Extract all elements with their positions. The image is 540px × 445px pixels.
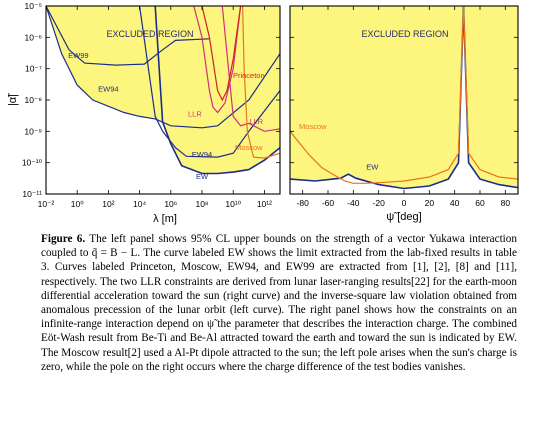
y-tick-label: 10⁻⁷ — [25, 64, 42, 74]
caption-line: the sun's charge is zero, while the pole… — [41, 346, 517, 373]
figure-label: Figure 6. — [41, 233, 86, 245]
series-line-ew94 — [46, 6, 280, 129]
series-label-llr: LLR — [188, 109, 202, 118]
left-excluded-region-label: EXCLUDED REGION — [106, 29, 193, 39]
series-label-ew: EW — [196, 172, 209, 181]
caption-line: violation obtained from anomalous preces… — [41, 289, 517, 317]
y-tick-label: 10⁻⁸ — [24, 95, 42, 105]
series-label-ew94: EW94 — [98, 84, 118, 93]
caption-line: Yukawa interaction coupled to q̃ = B − L… — [41, 233, 517, 260]
x-tick-label: 10¹² — [257, 199, 272, 209]
right-panel: -80 -60 -40 -20 0 20 40 60 80 EW Moscow EXCLUDED … — [289, 5, 519, 223]
right-series-group — [290, 6, 518, 190]
y-tick-label: 10⁻⁶ — [25, 32, 42, 42]
series-line-ew — [154, 6, 280, 175]
caption-line: parameter that describes the interaction… — [41, 318, 518, 345]
y-tick-label: 10⁻⁵ — [25, 1, 42, 11]
series-line-llr — [193, 6, 242, 114]
y-tick-label: 10⁻⁹ — [24, 126, 42, 136]
x-tick-label: 60 — [475, 198, 485, 208]
series-line-moscow — [290, 6, 518, 184]
caption-line: The left panel shows 95% CL upper bounds… — [89, 233, 425, 245]
series-label-ew99: EW99 — [68, 51, 88, 60]
series-line-ew99 — [46, 6, 210, 66]
x-tick-label: 10¹⁰ — [225, 199, 241, 209]
figure-caption: Figure 6. The left panel shows 95% CL up… — [41, 232, 517, 374]
series-label-moscow: Moscow — [235, 143, 263, 152]
x-tick-label: -60 — [322, 198, 335, 208]
series-line-llr — [221, 6, 280, 132]
x-tick-label: 10⁴ — [133, 199, 146, 209]
caption-line: EW94, and EW99 are extracted from [1], [… — [41, 261, 517, 288]
series-line-moscow — [242, 6, 280, 159]
left-y-axis-label: |α̃| — [7, 93, 19, 106]
x-tick-label: -80 — [297, 198, 310, 208]
x-tick-label: 10⁻² — [38, 199, 55, 209]
caption-line: extracted from the lab-fixed results in … — [41, 247, 517, 274]
series-label-moscow: Moscow — [299, 122, 327, 131]
y-tick-label: 10⁻¹⁰ — [22, 158, 43, 168]
x-tick-label: 10⁸ — [195, 199, 208, 209]
caption-line: The Moscow result[2] used a Al-Pt dipole… — [41, 346, 433, 359]
right-x-axis-label: ψ̃ [deg] — [386, 211, 421, 223]
y-tick-label: 10⁻¹¹ — [22, 189, 42, 199]
x-tick-label: 10⁶ — [164, 199, 177, 209]
right-ticks: -80 -60 -40 -20 0 20 40 60 80 — [290, 5, 518, 208]
left-series-group — [46, 6, 280, 175]
series-label-princeton: Princeton — [233, 71, 265, 80]
x-tick-label: 0 — [402, 198, 407, 208]
x-tick-label: 20 — [425, 198, 435, 208]
left-panel: 10⁻² 10⁰ 10² 10⁴ 10⁶ 10⁸ 10¹⁰ 10¹² 10⁻¹¹ 10⁻¹⁰ 10⁻… — [7, 1, 281, 225]
x-tick-label: 40 — [450, 198, 460, 208]
x-tick-label: 10⁰ — [71, 199, 84, 209]
series-line-ew — [290, 6, 518, 190]
series-line-princeton — [201, 6, 242, 102]
left-ticks: 10⁻² 10⁰ 10² 10⁴ 10⁶ 10⁸ 10¹⁰ 10¹² 10⁻¹¹ 10⁻¹⁰ 10⁻… — [22, 1, 280, 209]
caption-line: differential acceleration toward the sun… — [41, 289, 406, 302]
right-excluded-region-fill — [290, 6, 518, 189]
right-series-labels: EW Moscow — [299, 122, 379, 172]
series-label-ew94: EW94 — [192, 150, 212, 159]
x-tick-label: 10² — [102, 199, 114, 209]
caption-line: LLR constraints are derived from lunar l… — [140, 275, 517, 288]
x-tick-label: -40 — [347, 198, 360, 208]
x-tick-label: -20 — [373, 198, 386, 208]
caption-line: right panel shows how the constraints on… — [41, 304, 518, 331]
caption-line: of the test bodies vanishes. — [345, 360, 466, 373]
series-line-ew94 — [139, 6, 280, 158]
left-x-axis-label: λ [m] — [153, 213, 177, 225]
left-series-labels: EW99 EW94 EW94 EW LLR LLR Princeton Moscow — [68, 51, 264, 181]
series-label-llr: LLR — [249, 117, 263, 126]
right-excluded-region-label: EXCLUDED REGION — [361, 29, 448, 39]
caption-line: Be-Ti and Be-Al attracted toward the ear… — [141, 332, 517, 345]
series-label-ew: EW — [366, 163, 379, 172]
x-tick-label: 80 — [501, 198, 511, 208]
